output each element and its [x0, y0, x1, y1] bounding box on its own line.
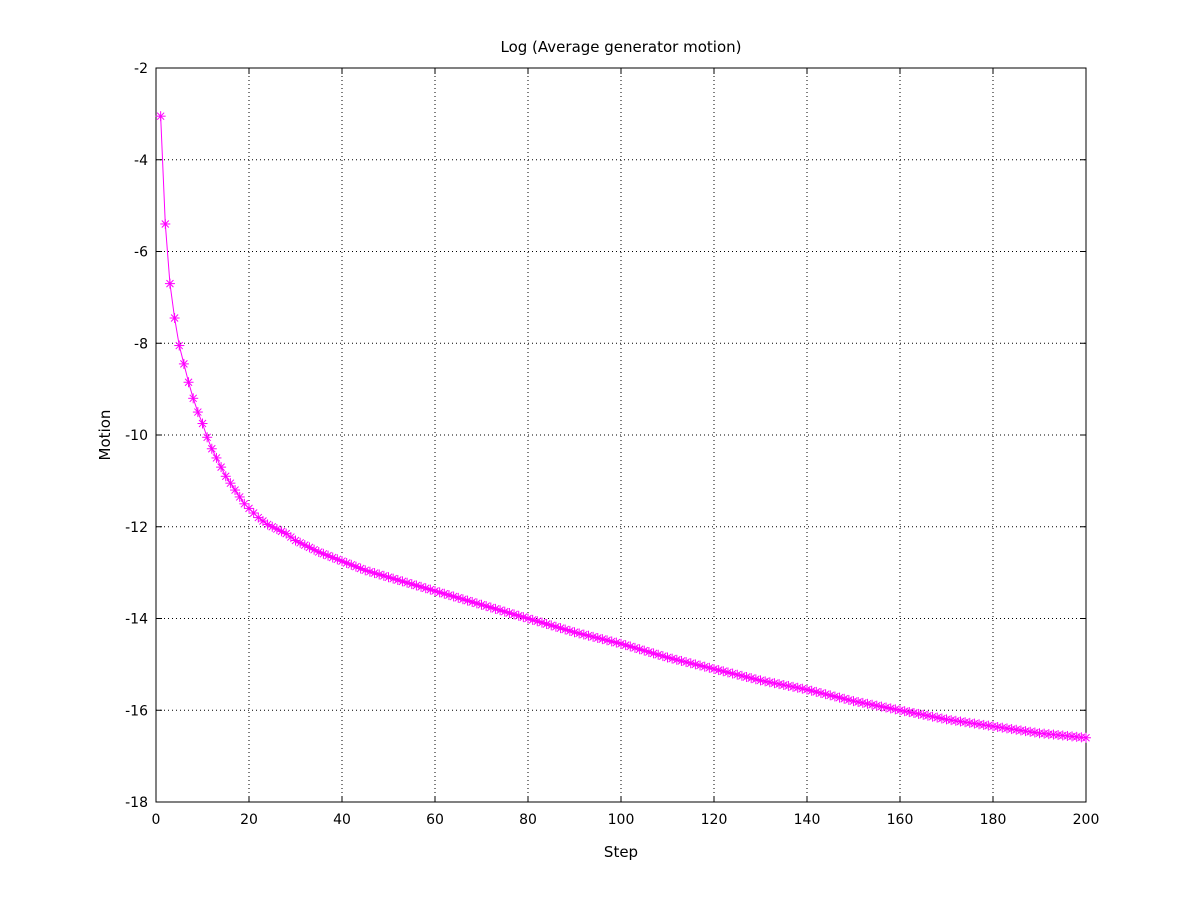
- data-point-marker: [625, 641, 636, 652]
- data-point-marker: [169, 313, 180, 324]
- data-point-marker: [174, 340, 185, 351]
- data-point-marker: [160, 218, 171, 229]
- x-tick-label: 80: [519, 812, 537, 828]
- y-tick-label: -2: [134, 61, 148, 77]
- chart-title: Log (Average generator motion): [501, 38, 742, 56]
- data-point-marker: [881, 702, 892, 713]
- x-tick-label: 0: [152, 812, 161, 828]
- data-point-marker: [741, 671, 752, 682]
- data-point-marker: [234, 491, 245, 502]
- data-point-marker: [211, 452, 222, 463]
- y-tick-label: -10: [125, 428, 148, 444]
- data-point-marker: [188, 393, 199, 404]
- data-point-marker: [788, 681, 799, 692]
- data-point-marker: [536, 617, 547, 628]
- data-point-marker: [439, 588, 450, 599]
- data-point-marker: [541, 619, 552, 630]
- series-layer: [155, 111, 1091, 743]
- y-tick-label: -18: [125, 795, 148, 811]
- x-tick-label: 200: [1073, 812, 1100, 828]
- data-point-marker: [709, 663, 719, 674]
- data-point-marker: [402, 577, 413, 588]
- data-point-marker: [718, 666, 729, 677]
- data-point-marker: [202, 432, 213, 443]
- data-point-marker: [155, 111, 166, 122]
- data-point-marker: [216, 462, 227, 473]
- data-point-marker: [192, 407, 203, 418]
- data-point-marker: [262, 519, 273, 530]
- data-point-marker: [318, 548, 329, 559]
- data-point-marker: [648, 648, 659, 659]
- data-point-marker: [183, 377, 194, 388]
- y-tick-label: -8: [134, 336, 148, 352]
- data-point-marker: [230, 485, 241, 496]
- data-point-marker: [504, 607, 515, 618]
- data-point-marker: [560, 624, 571, 635]
- data-point-marker: [220, 471, 231, 482]
- y-tick-label: -4: [134, 153, 148, 169]
- data-point-marker: [178, 358, 189, 369]
- x-tick-label: 120: [701, 812, 728, 828]
- data-point-marker: [527, 614, 538, 625]
- x-tick-label: 20: [240, 812, 258, 828]
- data-point-marker: [657, 651, 668, 662]
- x-tick-label: 140: [794, 812, 821, 828]
- data-point-marker: [471, 598, 482, 609]
- data-point-marker: [778, 680, 789, 691]
- x-axis-label: Step: [604, 843, 638, 861]
- grid: [156, 68, 1086, 802]
- data-point-marker: [509, 609, 520, 620]
- data-point-marker: [244, 503, 254, 514]
- data-point-marker: [467, 596, 478, 607]
- data-point-marker: [374, 569, 385, 580]
- x-tick-label: 100: [608, 812, 635, 828]
- data-point-marker: [681, 657, 692, 668]
- data-point-marker: [690, 659, 701, 670]
- data-point-marker: [634, 644, 645, 655]
- data-point-marker: [364, 566, 375, 577]
- data-point-marker: [643, 646, 654, 657]
- data-point-marker: [871, 700, 882, 711]
- data-point-marker: [913, 708, 924, 719]
- data-point-marker: [397, 576, 408, 587]
- data-point-marker: [606, 636, 617, 647]
- y-tick-label: -14: [125, 612, 148, 628]
- data-point-marker: [569, 627, 580, 638]
- data-point-marker: [197, 418, 208, 429]
- y-axis-label: Motion: [96, 410, 114, 461]
- x-tick-label: 180: [980, 812, 1007, 828]
- y-tick-label: -16: [125, 703, 148, 719]
- axis-ticks: 0 20 40 60 80 100 120 140 160 180 200 -18 -16 -14 -12 -…: [125, 61, 1099, 828]
- x-tick-label: 40: [333, 812, 351, 828]
- y-tick-label: -12: [125, 520, 148, 536]
- data-point-marker: [727, 668, 738, 679]
- y-tick-label: -6: [134, 245, 148, 261]
- data-point-marker: [797, 683, 808, 694]
- data-point-marker: [304, 542, 315, 553]
- data-point-marker: [555, 623, 566, 634]
- data-point-marker: [616, 638, 626, 649]
- data-point-marker: [732, 669, 743, 680]
- data-point-marker: [309, 544, 320, 555]
- data-point-marker: [164, 278, 175, 289]
- x-tick-label: 160: [887, 812, 914, 828]
- data-point-marker: [225, 478, 236, 489]
- data-point-marker: [206, 443, 217, 454]
- data-point-marker: [1081, 732, 1091, 743]
- data-point-marker: [350, 561, 361, 572]
- x-tick-label: 60: [426, 812, 444, 828]
- data-point-marker: [899, 706, 910, 717]
